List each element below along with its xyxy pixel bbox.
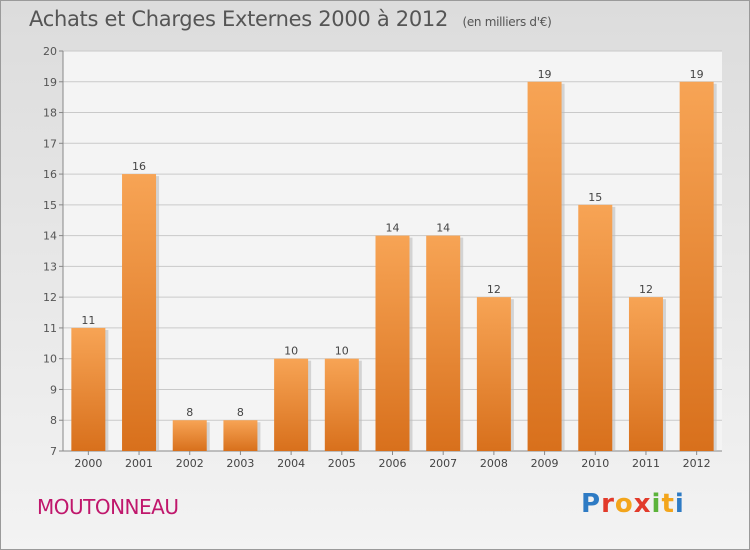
chart-title-text: Achats et Charges Externes 2000 à 2012 bbox=[29, 7, 449, 31]
data-label: 15 bbox=[588, 191, 602, 204]
data-label: 14 bbox=[436, 222, 450, 235]
logo-letter: i bbox=[674, 489, 685, 519]
plot-area: 7891011121314151617181920112000162001820… bbox=[43, 45, 722, 470]
logo-letter: o bbox=[614, 489, 634, 519]
data-label: 10 bbox=[284, 345, 298, 358]
y-tick-label: 12 bbox=[43, 291, 57, 304]
x-tick-label: 2011 bbox=[632, 457, 660, 470]
data-label: 14 bbox=[386, 222, 400, 235]
y-tick-label: 19 bbox=[43, 76, 57, 89]
commune-name: MOUTONNEAU bbox=[37, 495, 179, 519]
data-label: 8 bbox=[186, 406, 193, 419]
chart-subtitle: (en milliers d'€) bbox=[462, 15, 552, 29]
proxiti-logo: Proxiti bbox=[581, 489, 685, 519]
x-tick-label: 2001 bbox=[125, 457, 153, 470]
bar bbox=[223, 420, 258, 451]
y-tick-label: 18 bbox=[43, 107, 57, 120]
bar bbox=[375, 235, 410, 451]
bar bbox=[527, 81, 562, 452]
logo-letter: x bbox=[633, 489, 652, 519]
x-tick-label: 2000 bbox=[74, 457, 102, 470]
bar bbox=[324, 358, 359, 451]
data-label: 19 bbox=[538, 68, 552, 81]
data-label: 12 bbox=[639, 283, 653, 296]
logo-letter: i bbox=[651, 489, 662, 519]
x-tick-label: 2009 bbox=[531, 457, 559, 470]
y-tick-label: 14 bbox=[43, 230, 57, 243]
bar bbox=[578, 204, 613, 451]
x-tick-label: 2012 bbox=[683, 457, 711, 470]
bar bbox=[679, 81, 714, 452]
x-tick-label: 2004 bbox=[277, 457, 305, 470]
y-tick-label: 7 bbox=[50, 445, 57, 458]
y-tick-label: 13 bbox=[43, 260, 57, 273]
data-label: 8 bbox=[237, 406, 244, 419]
bar bbox=[274, 358, 309, 451]
data-label: 16 bbox=[132, 160, 146, 173]
x-tick-label: 2006 bbox=[379, 457, 407, 470]
y-tick-label: 9 bbox=[50, 383, 57, 396]
chart-title: Achats et Charges Externes 2000 à 2012 (… bbox=[29, 7, 552, 31]
y-tick-label: 8 bbox=[50, 414, 57, 427]
x-tick-label: 2005 bbox=[328, 457, 356, 470]
logo-letter: t bbox=[661, 489, 675, 519]
data-label: 11 bbox=[81, 314, 95, 327]
y-tick-label: 16 bbox=[43, 168, 57, 181]
y-tick-label: 20 bbox=[43, 45, 57, 58]
x-tick-label: 2008 bbox=[480, 457, 508, 470]
y-tick-label: 11 bbox=[43, 322, 57, 335]
x-tick-label: 2003 bbox=[226, 457, 254, 470]
y-tick-label: 17 bbox=[43, 137, 57, 150]
y-tick-label: 15 bbox=[43, 199, 57, 212]
bar bbox=[71, 327, 106, 451]
x-tick-label: 2002 bbox=[176, 457, 204, 470]
logo-letter: r bbox=[601, 489, 615, 519]
data-label: 10 bbox=[335, 345, 349, 358]
bar bbox=[426, 235, 461, 451]
x-tick-label: 2010 bbox=[581, 457, 609, 470]
y-tick-label: 10 bbox=[43, 353, 57, 366]
bar bbox=[122, 174, 157, 452]
bar bbox=[476, 297, 511, 451]
bar bbox=[172, 420, 207, 451]
x-tick-label: 2007 bbox=[429, 457, 457, 470]
data-label: 12 bbox=[487, 283, 501, 296]
data-label: 19 bbox=[690, 68, 704, 81]
bar bbox=[628, 297, 663, 451]
logo-letter: P bbox=[581, 489, 602, 519]
